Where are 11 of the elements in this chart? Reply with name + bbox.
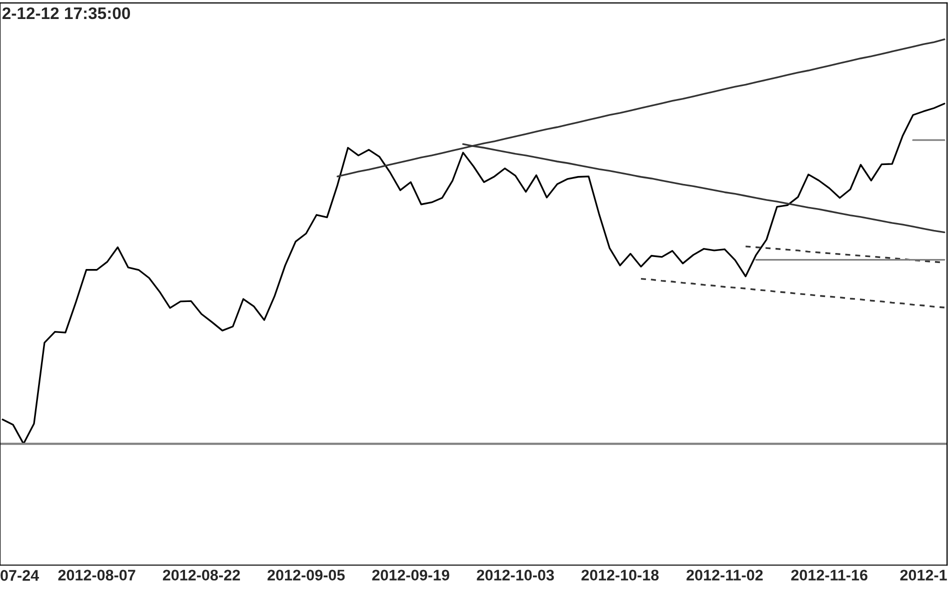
x-tick-label: 2012-10-03 xyxy=(476,570,554,581)
chart-title: 2-12-12 17:35:00 xyxy=(2,7,130,20)
x-tick-label: 2012-10-18 xyxy=(581,570,659,581)
x-tick-label: 2012-09-05 xyxy=(268,570,345,581)
x-tick-label: 2012-11-16 xyxy=(791,570,868,581)
x-tick-label: 2012-08-22 xyxy=(162,570,240,581)
x-tick-label: 2012-11-02 xyxy=(686,570,763,581)
x-tick-label: 2012-1 xyxy=(900,570,947,581)
x-tick-label: 2012-09-19 xyxy=(372,570,450,581)
x-tick-label: 2012-08-07 xyxy=(58,570,136,581)
text: 07-24 xyxy=(0,570,39,581)
